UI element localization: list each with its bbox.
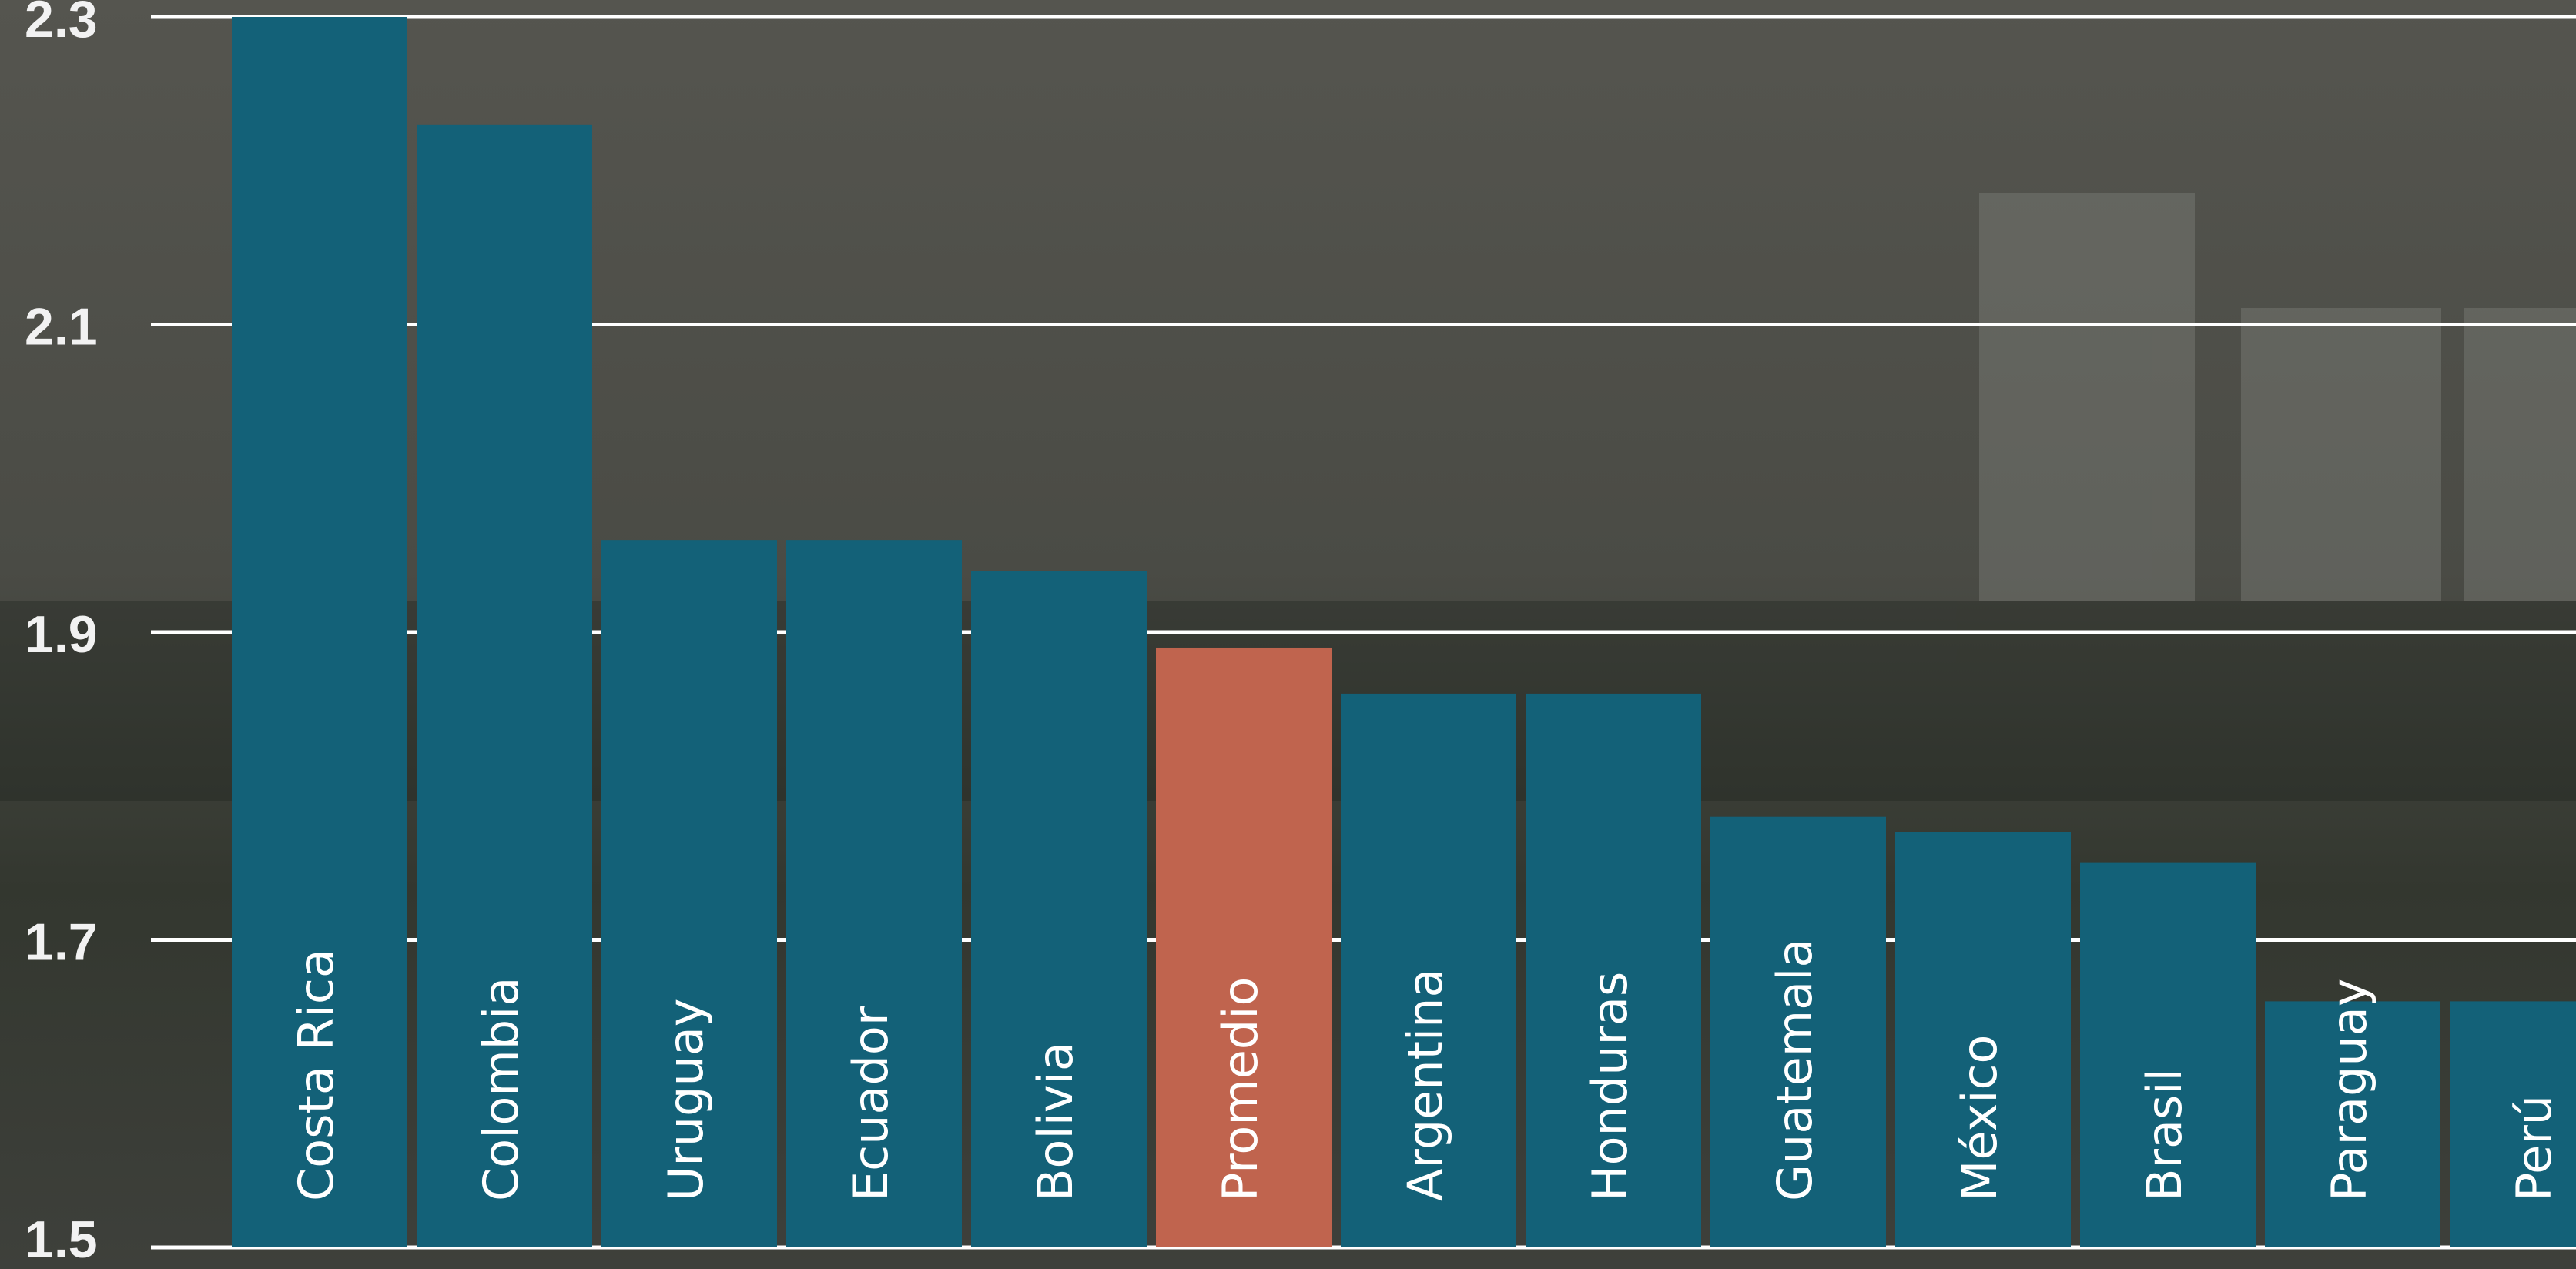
bar [417,124,592,1248]
bar [1895,832,2071,1247]
bar [601,540,777,1247]
y-tick-label: 1.7 [25,912,98,971]
x-tick-label: Bolivia [1027,1042,1084,1201]
bar [2265,1001,2440,1247]
x-tick-label: Paraguay [2321,979,2377,1201]
bar [1341,693,1516,1247]
x-tick-label: Ecuador [842,1006,899,1201]
x-tick-label: Colombia [473,977,529,1201]
bar [971,571,1147,1247]
bar [1710,816,1886,1247]
y-tick-label: 2.1 [25,297,98,356]
y-tick-label: 1.9 [25,605,98,664]
x-tick-label: México [1951,1035,2008,1202]
x-tick-label: Uruguay [658,999,714,1202]
x-tick-label: Honduras [1582,972,1638,1201]
x-tick-label: Promedio [1212,977,1268,1201]
bar [232,17,407,1247]
x-tick-label: Argentina [1397,969,1453,1201]
y-tick-label: 1.5 [25,1210,98,1269]
bar [2080,862,2256,1247]
x-tick-label: Brasil [2136,1068,2192,1201]
bar [1526,693,1701,1247]
bar [786,540,962,1247]
x-tick-label: Perú [2506,1095,2562,1201]
bar [2450,1001,2576,1247]
bar [1156,647,1332,1247]
y-tick-label: 2.3 [25,0,98,49]
x-tick-label: Guatemala [1767,939,1823,1201]
x-tick-label: Costa Rica [288,949,344,1201]
